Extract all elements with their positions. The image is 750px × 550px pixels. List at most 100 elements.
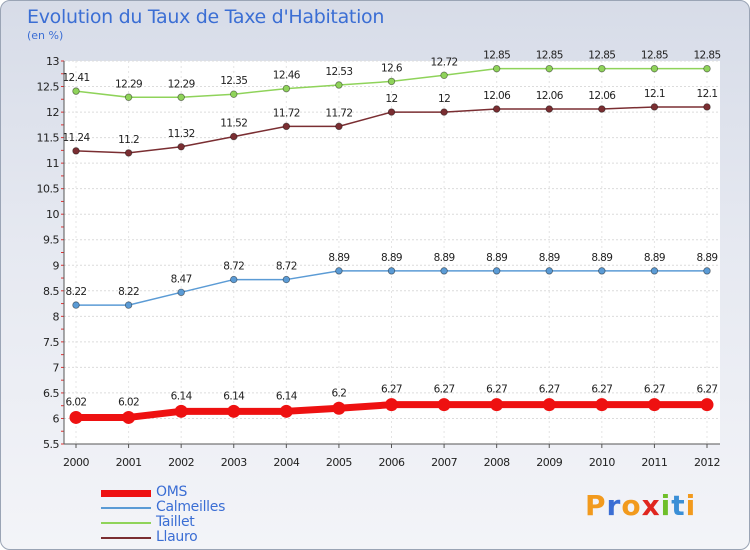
logo-letter: o [621,489,642,522]
logo-letter: r [606,489,622,522]
unit-label: (en %) [27,29,64,42]
data-label-llauro: 12.06 [483,90,511,102]
data-label-calmeilles: 8.89 [434,252,455,264]
data-point-calmeilles [650,267,659,275]
legend-label: Llauro [156,529,198,545]
y-tick-label: 10 [46,208,59,221]
data-point-calmeilles [440,267,448,275]
data-point-llauro [124,149,133,157]
data-label-oms: 6.14 [276,390,298,402]
data-point-llauro [387,108,396,116]
data-point-taillet [598,64,606,73]
data-point-calmeilles [492,267,501,275]
data-label-calmeilles: 8.89 [591,252,612,264]
data-point-oms [174,404,188,418]
data-point-oms [279,404,293,418]
data-label-oms: 6.27 [539,384,560,396]
data-labels: 8.22 8.22 8.47 8.72 8.72 8.89 8.89 8.89 8.89 8.89… [62,50,721,409]
y-tick-label: 6 [53,412,60,425]
data-label-llauro: 12.06 [588,90,616,102]
x-tick-label: 2010 [589,456,615,469]
y-tick-label: 7.5 [43,336,59,349]
data-label-llauro: 11.2 [118,134,139,146]
data-label-taillet: 12.46 [273,70,301,82]
y-tick-label: 9 [53,259,60,272]
legend-swatch-oms [101,490,151,497]
data-point-calmeilles [387,267,396,275]
data-label-calmeilles: 8.89 [539,252,560,264]
data-point-llauro [282,122,291,131]
data-label-oms: 6.14 [171,390,193,402]
data-point-taillet [440,71,448,79]
data-label-taillet: 12.41 [62,72,89,84]
data-label-calmeilles: 8.89 [697,252,718,264]
data-point-llauro [440,108,448,116]
data-label-llauro: 11.72 [273,107,300,119]
y-tick-label: 13 [46,55,59,68]
data-label-taillet: 12.85 [536,50,563,62]
data-label-taillet: 12.85 [641,50,668,62]
data-point-taillet [703,64,711,73]
legend-label: Calmeilles [156,499,226,515]
data-point-llauro [72,147,80,155]
data-point-oms [437,398,451,412]
x-tick-label: 2001 [116,456,142,469]
y-tick-label: 6.5 [43,387,59,400]
legend-swatch-llauro [101,537,151,539]
data-label-llauro: 11.72 [325,107,352,119]
logo-letter: P [585,489,607,522]
data-label-calmeilles: 8.72 [223,261,244,273]
logo-letter: i [660,489,672,522]
proxiti-logo: Proxiti [585,489,696,522]
data-point-oms [385,398,398,412]
series-group [69,64,714,424]
data-point-calmeilles [598,267,606,275]
chart-title: Evolution du Taux de Taxe d'Habitation [27,6,385,28]
data-point-calmeilles [703,267,711,275]
data-point-llauro [650,103,659,111]
data-label-llauro: 12 [385,93,397,105]
data-point-taillet [177,93,185,101]
logo-letter: x [641,489,661,522]
data-label-oms: 6.27 [591,384,612,396]
x-tick-label: 2011 [641,456,667,469]
data-label-llauro: 12.1 [644,88,665,100]
data-point-llauro [335,122,343,131]
data-label-llauro: 12.1 [697,88,718,100]
x-tick-label: 2006 [379,456,405,469]
data-label-taillet: 12.6 [381,62,403,74]
y-tick-label: 12.5 [37,81,60,94]
data-point-taillet [230,90,238,98]
data-point-oms [332,401,346,415]
legend-label: Taillet [156,514,195,530]
data-point-calmeilles [282,275,291,284]
data-label-taillet: 12.29 [115,78,142,90]
data-point-llauro [230,132,238,141]
data-point-llauro [177,143,185,151]
data-label-oms: 6.27 [486,384,507,396]
y-tick-label: 11 [46,157,59,170]
data-label-taillet: 12.29 [168,78,195,90]
data-point-calmeilles [177,288,185,297]
legend-swatch-taillet [101,522,151,524]
data-label-calmeilles: 8.89 [381,252,402,264]
data-label-calmeilles: 8.89 [328,252,349,264]
data-label-taillet: 12.85 [693,50,720,62]
x-tick-label: 2002 [168,456,194,469]
data-label-oms: 6.27 [381,384,402,396]
data-label-calmeilles: 8.47 [171,273,192,285]
data-label-llauro: 11.24 [62,132,90,144]
axes: 5.5 6 6.5 7 7.5 8 8.5 9 9.5 10 10.5 11 11.5 12 12.5 13 2… [37,55,721,469]
data-point-calmeilles [335,267,343,275]
data-point-oms [69,410,83,424]
logo-letter: t [671,489,686,522]
data-point-oms [490,398,504,412]
x-tick-label: 2004 [273,456,299,469]
data-label-oms: 6.27 [434,384,455,396]
data-label-oms: 6.02 [118,396,139,408]
data-label-taillet: 12.85 [483,50,510,62]
data-label-oms: 6.27 [697,384,718,396]
legend-swatch-calmeilles [101,507,151,509]
